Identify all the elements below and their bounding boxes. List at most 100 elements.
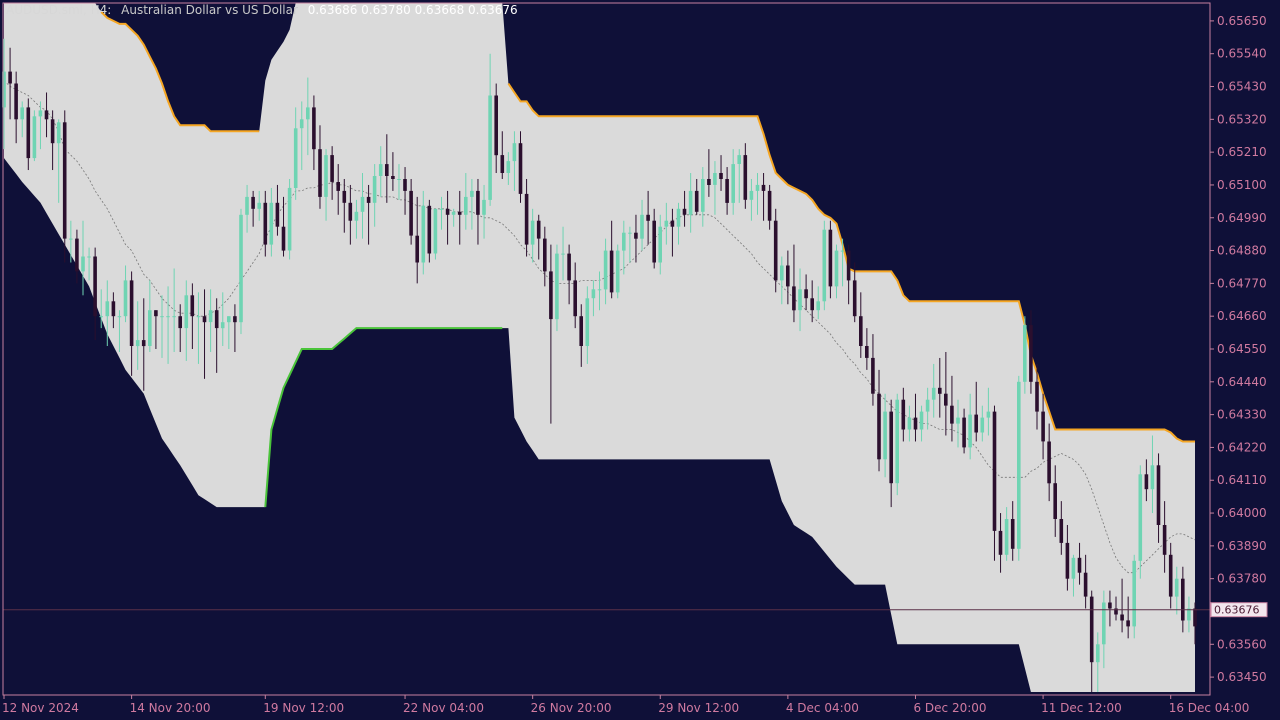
candle-body xyxy=(287,187,292,251)
candle-body xyxy=(348,202,353,221)
y-tick-label: 0.65320 xyxy=(1217,112,1267,126)
candle-body xyxy=(105,301,110,317)
candle-body xyxy=(464,196,468,215)
candle-body xyxy=(585,298,590,346)
candle-body xyxy=(1108,602,1112,609)
candle-body xyxy=(275,202,280,227)
candle-body xyxy=(1138,474,1143,561)
candle-body xyxy=(1102,602,1106,645)
candle-body xyxy=(573,280,577,317)
candle-body xyxy=(227,316,231,323)
candle-body xyxy=(822,229,827,302)
candle-body xyxy=(944,393,948,406)
candle-body xyxy=(117,316,122,318)
candle-body xyxy=(919,411,924,430)
candle-body xyxy=(433,208,438,254)
candle-body xyxy=(421,205,426,263)
candle-body xyxy=(725,179,729,203)
candle-body xyxy=(962,417,966,448)
candle-body xyxy=(1096,644,1100,663)
candle-body xyxy=(634,232,638,239)
candle-body xyxy=(731,164,735,203)
candle-body xyxy=(263,202,268,245)
symbol-description: Australian Dollar vs US Dollar xyxy=(121,3,298,17)
candle-body xyxy=(931,387,936,400)
candle-body xyxy=(99,316,103,318)
y-tick-label: 0.64990 xyxy=(1217,211,1267,225)
candle-body xyxy=(397,179,401,180)
candle-body xyxy=(306,107,310,120)
candle-body xyxy=(518,143,523,194)
candle-body xyxy=(694,190,699,212)
candle-body xyxy=(93,256,97,317)
candle-body xyxy=(178,316,182,329)
candle-body xyxy=(403,179,407,191)
candle-body xyxy=(828,229,833,287)
channel-lines xyxy=(100,11,1195,508)
x-tick-label: 29 Nov 12:00 xyxy=(658,701,739,715)
candle-body xyxy=(688,190,693,215)
time-axis[interactable]: 12 Nov 2024 14 Nov 20:00 19 Nov 12:00 22 No… xyxy=(2,695,1249,715)
candle-body xyxy=(75,238,79,272)
candle-body xyxy=(1168,554,1173,597)
candle-body xyxy=(457,211,462,215)
candle-body xyxy=(707,179,711,185)
candle-body xyxy=(81,256,85,272)
candle-body xyxy=(609,250,614,293)
candle-body xyxy=(1047,441,1051,484)
candle-body xyxy=(816,301,820,311)
candle-body xyxy=(1053,483,1057,519)
candle-body xyxy=(366,196,371,203)
candle-body xyxy=(938,387,942,394)
candle-body xyxy=(980,417,985,433)
candle-body xyxy=(907,417,912,430)
candle-body xyxy=(925,399,930,412)
candle-body xyxy=(123,280,128,317)
candle-body xyxy=(743,155,748,200)
candle-body xyxy=(670,220,675,227)
candle-body xyxy=(1023,325,1027,382)
candle-body xyxy=(840,250,845,252)
candle-body xyxy=(530,220,535,245)
candle-body xyxy=(172,316,176,318)
candle-body xyxy=(1010,519,1015,549)
candle-body xyxy=(780,265,784,281)
x-tick-label: 19 Nov 12:00 xyxy=(263,701,344,715)
candle-body xyxy=(20,107,24,120)
candle-body xyxy=(555,253,559,320)
x-tick-label: 14 Nov 20:00 xyxy=(130,701,211,715)
candle-body xyxy=(1156,465,1161,525)
candle-body xyxy=(506,161,511,173)
candle-body xyxy=(543,238,547,272)
price-axis[interactable]: 0.65650 0.65540 0.65430 0.65320 0.65210 0.651… xyxy=(1210,14,1268,684)
y-tick-label: 0.64660 xyxy=(1217,309,1267,323)
candle-body xyxy=(524,193,529,245)
candle-body xyxy=(974,414,978,433)
candle-body xyxy=(561,253,565,255)
candle-body xyxy=(1187,608,1191,621)
y-tick-label: 0.64550 xyxy=(1217,342,1267,356)
y-tick-label: 0.65650 xyxy=(1217,14,1267,28)
candle-body xyxy=(536,220,541,239)
candle-body xyxy=(859,316,863,346)
candle-body xyxy=(773,220,778,281)
candle-body xyxy=(166,316,170,318)
y-tick-label: 0.64000 xyxy=(1217,506,1267,520)
candle-body xyxy=(154,310,158,317)
candle-body xyxy=(342,190,347,203)
candle-body xyxy=(895,399,899,484)
candle-body xyxy=(354,211,359,221)
candle-body xyxy=(427,205,432,254)
candle-body xyxy=(786,265,790,287)
candle-body xyxy=(1083,572,1088,597)
candles xyxy=(2,38,1197,693)
candle-body xyxy=(834,250,839,287)
candle-body xyxy=(111,301,116,317)
candle-body xyxy=(804,289,808,299)
x-tick-label: 11 Dec 12:00 xyxy=(1041,701,1122,715)
candle-body xyxy=(135,340,140,347)
candle-body xyxy=(26,107,31,159)
candle-body xyxy=(87,256,91,258)
candle-body xyxy=(1193,608,1197,627)
